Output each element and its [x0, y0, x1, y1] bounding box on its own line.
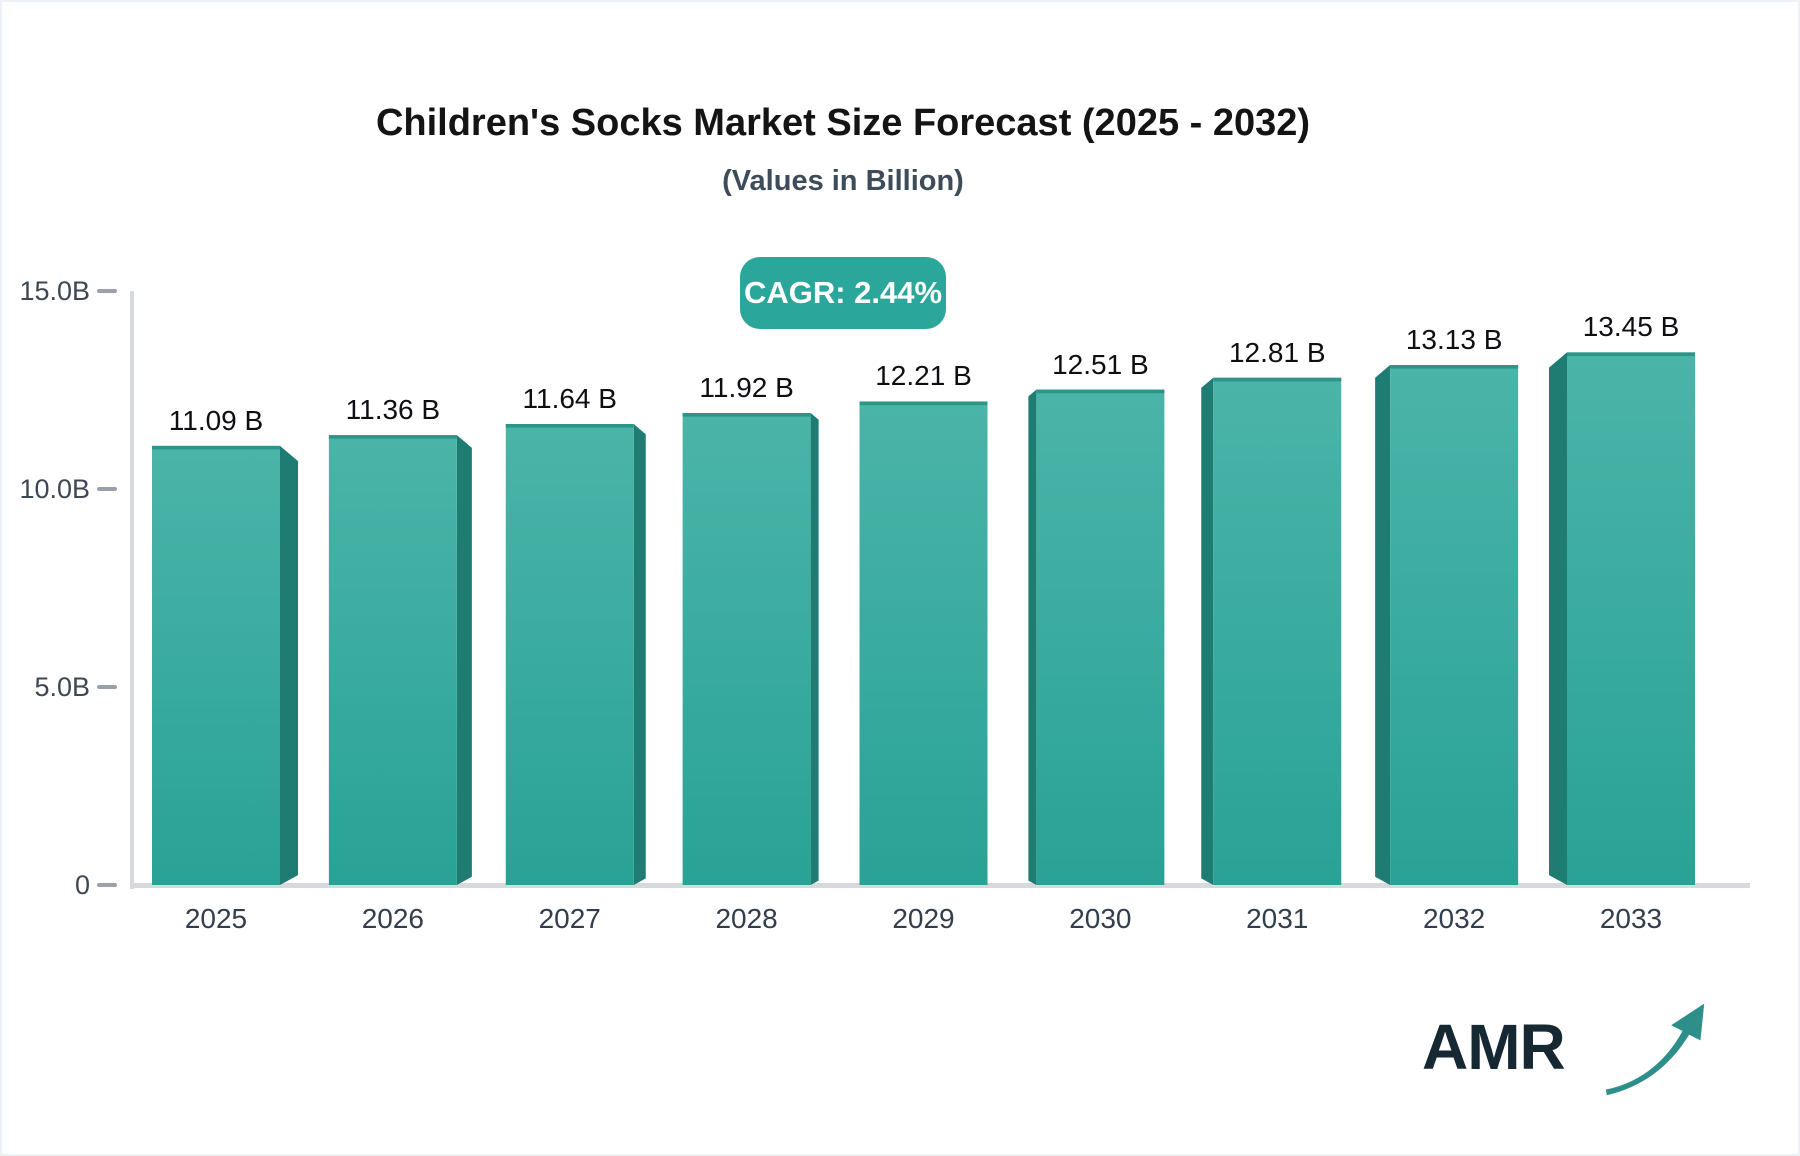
bar-side-face [1549, 352, 1567, 885]
cagr-badge: CAGR: 2.44% [740, 257, 946, 329]
y-tick-label: 15.0B [19, 276, 90, 306]
bar-value-label: 13.13 B [1405, 324, 1503, 356]
bar-value-label: 11.64 B [522, 383, 617, 415]
bar [328, 435, 457, 885]
bar [1036, 389, 1165, 885]
bar-side-face [280, 445, 298, 885]
x-category-label: 2026 [361, 903, 425, 934]
bar [505, 424, 634, 885]
bar [859, 401, 988, 885]
bar-value-label: 12.51 B [1052, 348, 1149, 380]
bar-side-face [633, 424, 646, 885]
y-tick-label: 5.0B [34, 672, 90, 702]
amr-logo: AMR [1422, 996, 1705, 1106]
y-tick-label: 0 [74, 870, 90, 900]
y-tick-label: 10.0B [19, 474, 90, 504]
x-category-label: 2030 [1069, 903, 1132, 934]
x-category-label: 2033 [1599, 903, 1663, 934]
bar [1390, 365, 1519, 885]
bar-value-label: 11.36 B [345, 394, 441, 426]
bar-side-face [1028, 389, 1037, 885]
bar-side-face [456, 435, 472, 885]
bar [682, 412, 811, 885]
y-tick-mark [97, 289, 117, 293]
y-tick-mark [97, 487, 117, 491]
bar-side-face [810, 412, 819, 885]
y-tick-mark [97, 685, 117, 689]
bar-value-label: 12.81 B [1228, 336, 1326, 368]
bar-value-label: 11.92 B [699, 371, 794, 403]
chart-title: Children's Socks Market Size Forecast (2… [375, 102, 1311, 144]
x-category-label: 2027 [538, 903, 601, 934]
x-category-label: 2032 [1422, 903, 1486, 934]
chart-subtitle: (Values in Billion) [722, 165, 964, 197]
bar [1567, 352, 1695, 885]
x-category-label: 2029 [892, 903, 955, 934]
amr-logo-text: AMR [1422, 1011, 1566, 1083]
bar [152, 445, 280, 885]
bar-value-label: 11.09 B [168, 404, 264, 436]
x-axis-line [130, 883, 1750, 888]
x-category-label: 2028 [715, 903, 778, 934]
bar-side-face [1201, 377, 1214, 885]
y-tick-mark [97, 883, 117, 887]
growth-arrow-icon [1605, 1003, 1705, 1096]
bar-side-face [1375, 365, 1391, 885]
x-category-label: 2031 [1246, 903, 1309, 934]
x-category-label: 2025 [184, 903, 248, 934]
bar [1213, 377, 1342, 885]
bar-value-label: 13.45 B [1582, 311, 1680, 343]
bar-value-label: 12.21 B [875, 360, 972, 392]
y-axis-line [130, 291, 134, 889]
